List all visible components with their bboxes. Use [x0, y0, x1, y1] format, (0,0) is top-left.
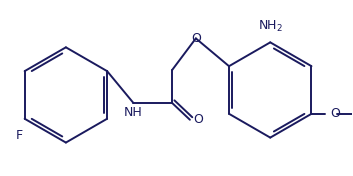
Text: NH$_2$: NH$_2$ [258, 19, 283, 34]
Text: O: O [330, 107, 340, 120]
Text: NH: NH [124, 106, 143, 119]
Text: F: F [16, 129, 23, 142]
Text: O: O [191, 32, 201, 45]
Text: O: O [193, 113, 203, 126]
